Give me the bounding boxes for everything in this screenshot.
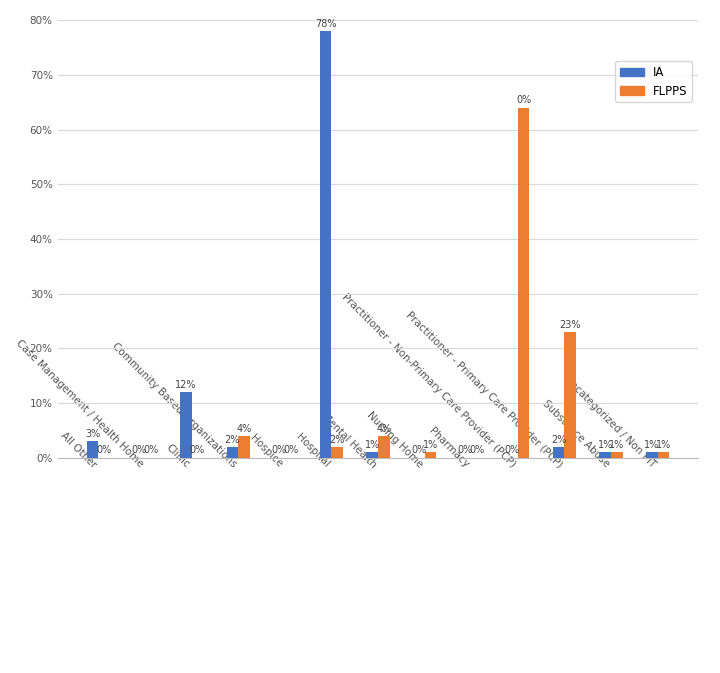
Text: 2%: 2%	[225, 435, 240, 444]
Bar	[657, 452, 670, 458]
Text: 2%: 2%	[330, 435, 345, 444]
Bar	[564, 332, 576, 458]
Bar	[238, 436, 250, 458]
Text: 0%: 0%	[469, 446, 485, 456]
Text: 1%: 1%	[656, 440, 671, 450]
Text: 1%: 1%	[598, 440, 613, 450]
Text: 0%: 0%	[458, 446, 473, 456]
Bar	[599, 452, 611, 458]
Text: 0%: 0%	[516, 96, 531, 106]
Text: 0%: 0%	[505, 446, 520, 456]
Text: 3%: 3%	[85, 429, 100, 439]
Text: 4%: 4%	[236, 423, 251, 433]
Text: 0%: 0%	[96, 446, 112, 456]
Text: 0%: 0%	[283, 446, 298, 456]
Bar	[331, 447, 343, 458]
Bar	[378, 436, 390, 458]
Bar	[425, 452, 436, 458]
Bar	[366, 452, 378, 458]
Legend: IA, FLPPS: IA, FLPPS	[616, 61, 693, 102]
Text: 0%: 0%	[143, 446, 158, 456]
Text: 12%: 12%	[175, 380, 197, 390]
Bar	[180, 392, 192, 458]
Bar	[646, 452, 657, 458]
Text: 0%: 0%	[411, 446, 426, 456]
Bar	[86, 441, 99, 458]
Text: 0%: 0%	[190, 446, 205, 456]
Text: 1%: 1%	[423, 440, 438, 450]
Text: 0%: 0%	[271, 446, 287, 456]
Text: 1%: 1%	[644, 440, 660, 450]
Text: 1%: 1%	[364, 440, 379, 450]
Text: 78%: 78%	[315, 19, 336, 29]
Bar	[611, 452, 623, 458]
Bar	[553, 447, 564, 458]
Text: 23%: 23%	[559, 320, 581, 330]
Text: 4%: 4%	[377, 423, 392, 433]
Text: 0%: 0%	[132, 446, 147, 456]
Text: 2%: 2%	[551, 435, 566, 444]
Bar	[320, 31, 331, 458]
Bar	[518, 108, 529, 458]
Text: 1%: 1%	[609, 440, 624, 450]
Bar	[227, 447, 238, 458]
